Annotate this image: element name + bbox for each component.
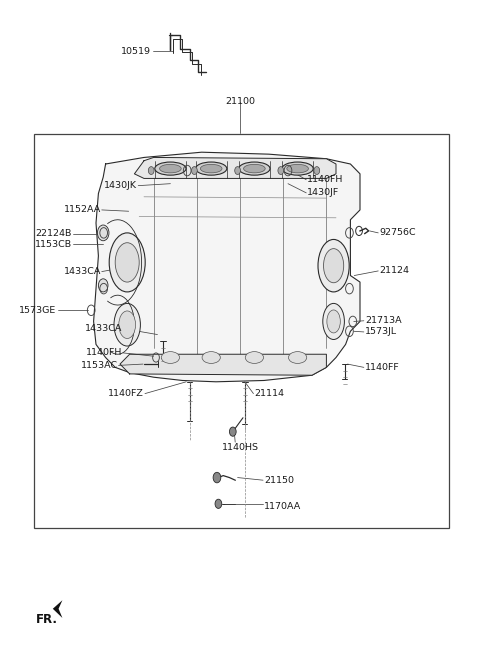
Circle shape [98,279,108,292]
Ellipse shape [202,352,220,363]
Text: 22124B: 22124B [36,229,72,238]
Text: 21114: 21114 [254,389,284,398]
Polygon shape [53,600,62,618]
Text: 1153AC: 1153AC [81,361,118,370]
Text: 21100: 21100 [225,97,255,106]
Text: 1140FH: 1140FH [307,175,344,184]
Ellipse shape [239,162,270,175]
Circle shape [278,167,284,174]
Text: 1140FH: 1140FH [86,348,122,358]
Text: 21124: 21124 [379,266,409,276]
Polygon shape [120,354,326,375]
Ellipse shape [287,164,309,173]
Text: 1433CA: 1433CA [63,267,101,276]
Ellipse shape [119,311,136,338]
Text: 1430JF: 1430JF [307,188,339,197]
Text: 10519: 10519 [121,47,151,56]
Ellipse shape [243,164,265,173]
Ellipse shape [114,303,140,346]
Ellipse shape [159,164,181,173]
Ellipse shape [115,243,139,282]
Text: FR.: FR. [36,613,58,626]
Circle shape [148,167,154,174]
Circle shape [229,427,236,436]
Text: 1153CB: 1153CB [35,239,72,249]
Ellipse shape [155,162,186,175]
Text: 1430JK: 1430JK [104,181,137,190]
Circle shape [97,225,109,241]
Polygon shape [94,152,360,382]
Bar [34,134,449,528]
Text: 1573JL: 1573JL [365,327,397,337]
Ellipse shape [318,239,349,292]
Ellipse shape [245,352,264,363]
Ellipse shape [288,352,307,363]
Ellipse shape [196,162,227,175]
Circle shape [213,472,221,483]
Ellipse shape [323,303,344,340]
Text: 1140FZ: 1140FZ [108,389,144,398]
Ellipse shape [282,162,313,175]
Ellipse shape [161,352,180,363]
Text: 21150: 21150 [264,476,294,485]
Ellipse shape [327,310,340,333]
Ellipse shape [324,249,344,283]
Circle shape [235,167,240,174]
Text: 1140FF: 1140FF [365,363,399,372]
Text: 92756C: 92756C [379,228,416,237]
Text: 1170AA: 1170AA [264,502,301,511]
Ellipse shape [200,164,222,173]
Text: 21713A: 21713A [365,316,401,325]
Text: 1573GE: 1573GE [19,306,57,315]
Text: 1140HS: 1140HS [221,443,259,452]
Text: 1152AA: 1152AA [63,205,101,215]
Circle shape [192,167,197,174]
Polygon shape [134,157,336,178]
Circle shape [215,499,222,508]
Text: 1433CA: 1433CA [85,324,122,333]
Circle shape [314,167,320,174]
Ellipse shape [109,233,145,292]
